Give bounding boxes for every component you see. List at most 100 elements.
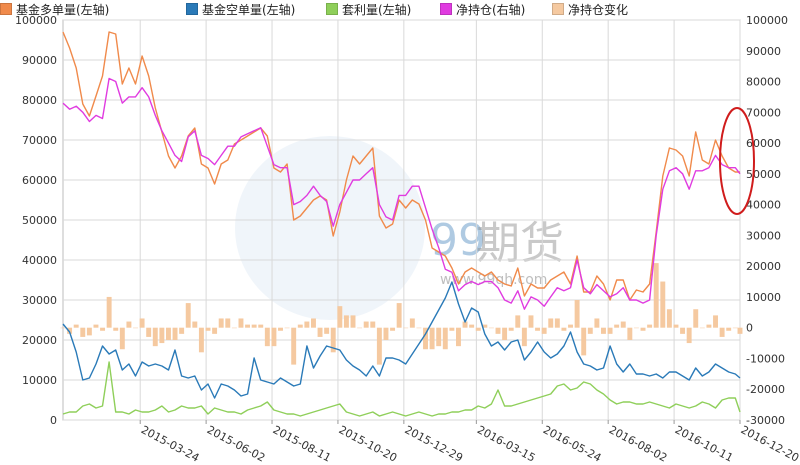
bar-net-change: [482, 324, 488, 328]
x-tick-label: 2016-12-20: [739, 423, 800, 464]
legend-label-net-change: 净持仓变化: [568, 3, 629, 17]
series-line-short: [62, 281, 741, 399]
bar-net-change: [469, 324, 475, 328]
bar-net-change: [165, 327, 171, 340]
bar-net-change: [218, 318, 224, 328]
legend-item-net-change[interactable]: 净持仓变化: [552, 1, 628, 18]
bar-net-change: [614, 324, 620, 328]
y-left-tick-label: 20000: [22, 334, 57, 347]
x-tick-label: 2016-05-24: [541, 423, 604, 464]
bar-net-change: [693, 309, 699, 328]
bar-net-change: [653, 263, 659, 328]
bar-net-change: [159, 327, 165, 344]
bar-net-change: [80, 327, 86, 337]
bar-net-change: [706, 324, 712, 328]
bar-net-change: [225, 318, 231, 328]
watermark: 99 期货 www.99qh.com: [235, 136, 564, 320]
bar-net-change: [238, 318, 244, 328]
bar-net-change: [521, 327, 527, 347]
series-line-net: [62, 77, 741, 310]
y-left-tick-label: 40000: [22, 254, 57, 267]
y-right-tick-label: -30000: [746, 414, 785, 427]
bar-net-change: [449, 327, 455, 331]
legend-item-short[interactable]: 基金空单量(左轴): [186, 1, 295, 18]
bar-net-change: [429, 327, 435, 350]
bar-net-change: [423, 327, 428, 350]
bar-net-change: [561, 327, 567, 331]
bar-net-change: [647, 324, 653, 328]
bar-net-change: [106, 296, 112, 328]
bar-net-change: [548, 318, 554, 328]
bar-net-change: [205, 327, 211, 331]
y-left-tick-label: 30000: [22, 294, 57, 307]
bar-net-change: [357, 327, 363, 329]
bar-net-change: [554, 318, 560, 328]
highlight-ellipse: [719, 107, 755, 215]
y-right-tick-label: 100000: [746, 14, 788, 27]
bar-net-change: [442, 327, 448, 350]
bar-net-change: [568, 324, 573, 328]
bar-net-change: [475, 327, 481, 331]
bar-net-change: [350, 315, 356, 328]
legend-label-net: 净持仓(右轴): [456, 3, 526, 17]
legend-item-long[interactable]: 基金多单量(左轴): [0, 1, 109, 18]
legend: 基金多单量(左轴) 基金空单量(左轴) 套利量(左轴) 净持仓(右轴) 净持仓变…: [0, 0, 800, 18]
bar-net-change: [119, 327, 125, 350]
bar-net-change: [640, 327, 646, 331]
bar-net-change: [126, 321, 132, 328]
bar-net-change: [86, 327, 92, 336]
bar-net-change: [726, 327, 732, 331]
y-right-tick-label: 20000: [746, 260, 781, 273]
bar-net-change: [535, 327, 541, 331]
bar-net-change: [436, 327, 442, 347]
watermark-brand: 期货: [476, 218, 564, 269]
bar-net-change: [502, 327, 508, 340]
x-tick-label: 2016-03-15: [475, 423, 538, 464]
bar-net-change: [100, 327, 106, 331]
bar-net-change: [291, 327, 297, 365]
bar-net-change: [271, 327, 277, 347]
legend-item-net[interactable]: 净持仓(右轴): [440, 1, 525, 18]
bar-net-change: [231, 327, 237, 329]
y-right-tick-label: 30000: [746, 229, 781, 242]
bar-net-change: [515, 315, 521, 328]
bar-net-change: [541, 327, 547, 334]
y-right-tick-label: 80000: [746, 76, 781, 89]
bar-net-change: [416, 327, 422, 329]
bar-net-change: [587, 327, 593, 334]
bar-net-change: [396, 303, 402, 328]
x-tick-label: 2015-12-29: [402, 423, 465, 464]
bar-net-change: [343, 315, 349, 328]
bar-net-change: [185, 303, 191, 328]
bar-net-change: [284, 327, 290, 329]
legend-label-long: 基金多单量(左轴): [16, 3, 110, 17]
y-left-tick-label: 70000: [22, 134, 57, 147]
bar-net-change: [93, 324, 99, 328]
bar-net-change: [198, 327, 204, 353]
legend-item-arbitrage[interactable]: 套利量(左轴): [326, 1, 411, 18]
x-tick-label: 2016-10-11: [673, 423, 736, 464]
bar-net-change: [139, 318, 145, 328]
bar-net-change: [462, 321, 468, 328]
watermark-logo-circle: [235, 136, 425, 320]
y-right-tick-label: -10000: [746, 352, 785, 365]
bar-net-change: [660, 281, 666, 328]
bar-net-change: [627, 327, 633, 340]
x-tick-label: 2015-08-11: [271, 423, 334, 464]
series-line-arbitrage: [62, 361, 741, 417]
bar-net-change: [337, 306, 343, 328]
y-right-tick-label: 60000: [746, 137, 781, 150]
bar-net-change: [383, 327, 389, 340]
bar-net-change: [699, 327, 705, 329]
bar-net-change: [310, 318, 316, 328]
bar-net-change: [737, 327, 743, 334]
bar-net-change: [317, 327, 323, 337]
bar-net-change: [73, 324, 79, 328]
bar-net-change: [686, 327, 692, 344]
bar-net-change: [212, 327, 218, 334]
bar-net-change: [60, 327, 66, 329]
y-left-tick-label: 0: [50, 414, 57, 427]
legend-swatch-net-change: [552, 3, 564, 15]
bar-net-change: [409, 318, 415, 328]
y-right-tick-label: 70000: [746, 106, 781, 119]
